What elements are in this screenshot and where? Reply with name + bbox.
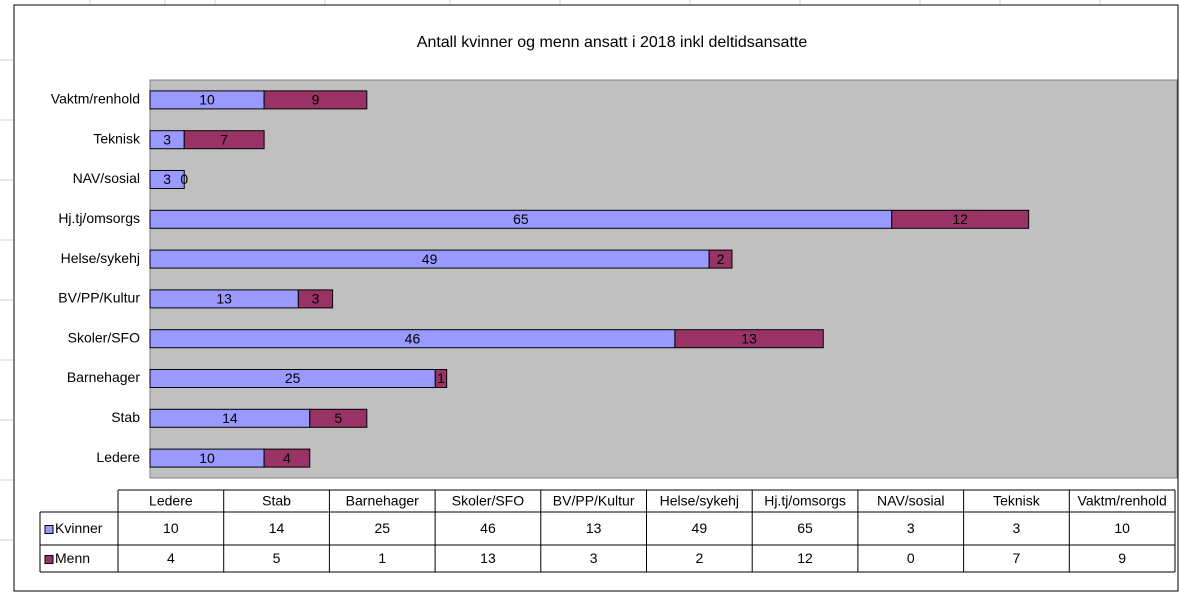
data-table: Ledere Stab Barnehager Skoler/SFO BV/PP/Kult… [39, 489, 1176, 573]
data-label: 3 [163, 171, 171, 187]
chart-title: Antall kvinner og menn ansatt i 2018 ink… [417, 34, 808, 51]
bar-segment [263, 448, 311, 468]
table-cell: 14 [269, 520, 285, 536]
legend-label: Menn [55, 550, 90, 566]
table-cell: 7 [1013, 550, 1021, 566]
table-cell: 3 [590, 550, 598, 566]
y-tick-label: Stab [111, 409, 140, 425]
bar-segment [263, 90, 368, 110]
table-header: Hj.tj/omsorgs [764, 493, 846, 509]
legend-label: Kvinner [55, 520, 103, 536]
y-tick-label: BV/PP/Kultur [58, 290, 140, 306]
bar-segment [309, 408, 368, 428]
y-tick-label: Skoler/SFO [68, 329, 140, 345]
y-tick-label: Vaktm/renhold [51, 91, 140, 107]
data-label: 65 [513, 211, 529, 227]
table-header: NAV/sosial [877, 493, 944, 509]
data-label: 9 [312, 92, 320, 108]
data-label: 2 [717, 251, 725, 267]
y-tick-label: Teknisk [93, 130, 141, 146]
data-label: 3 [163, 131, 171, 147]
data-label: 46 [405, 330, 421, 346]
table-cell: 2 [695, 550, 703, 566]
data-label: 14 [222, 410, 238, 426]
bar-segment [434, 369, 448, 388]
table-header: Stab [262, 493, 291, 509]
table-cell: 25 [374, 520, 390, 536]
table-cell: 12 [797, 550, 813, 566]
table-header: Helse/sykehj [660, 493, 739, 509]
data-label: 4 [283, 450, 291, 466]
y-tick-label: NAV/sosial [73, 170, 140, 186]
bar-segment [708, 249, 733, 269]
bar-segment [297, 289, 334, 309]
table-cell: 0 [907, 550, 915, 566]
data-label: 13 [741, 330, 757, 346]
bar-segment [149, 170, 185, 189]
table-cell: 65 [797, 520, 813, 536]
bar-segment [891, 209, 1030, 229]
table-cell: 9 [1118, 550, 1126, 566]
table-header: Skoler/SFO [452, 493, 524, 509]
table-cell: 5 [273, 550, 281, 566]
table-header: BV/PP/Kultur [553, 493, 635, 509]
y-tick-label: Helse/sykehj [61, 250, 140, 266]
table-cell: 3 [1013, 520, 1021, 536]
bar-segment [183, 130, 265, 150]
table-header: Barnehager [346, 493, 420, 509]
table-cell: 13 [586, 520, 602, 536]
y-tick-label: Ledere [96, 449, 140, 465]
data-label: 10 [199, 450, 215, 466]
table-header: Vaktm/renhold [1078, 493, 1167, 509]
table-cell: 49 [692, 520, 708, 536]
table-cell: 1 [378, 550, 386, 566]
table-cell: 3 [907, 520, 915, 536]
data-label: 5 [334, 410, 342, 426]
table-cell: 10 [1114, 520, 1130, 536]
legend-key [44, 555, 54, 564]
y-tick-label: Barnehager [67, 369, 141, 385]
data-label: 25 [285, 370, 301, 386]
data-label: 3 [312, 291, 320, 307]
y-tick-label: Hj.tj/omsorgs [58, 210, 140, 226]
data-label: 0 [180, 171, 188, 187]
data-label: 10 [199, 92, 215, 108]
data-label: 49 [422, 251, 438, 267]
data-label: 13 [216, 291, 232, 307]
table-cell: 13 [480, 550, 496, 566]
data-label: 1 [437, 370, 445, 386]
table-cell: 4 [167, 550, 175, 566]
table-cell: 46 [480, 520, 496, 536]
table-header: Ledere [149, 493, 193, 509]
table-cell: 10 [163, 520, 179, 536]
legend-key [44, 525, 54, 534]
table-header: Teknisk [993, 493, 1041, 509]
data-label: 12 [952, 211, 968, 227]
data-label: 7 [220, 131, 228, 147]
sheet-grid [0, 0, 1101, 541]
bar-segment [674, 329, 824, 349]
